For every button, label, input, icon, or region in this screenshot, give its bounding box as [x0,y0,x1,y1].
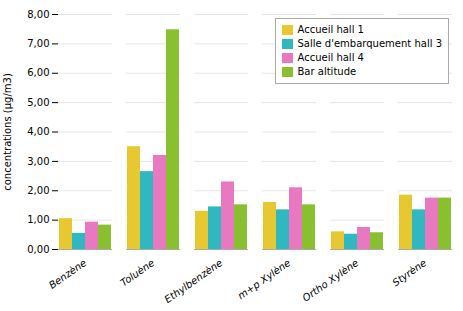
svg-text:1,00: 1,00 [27,214,49,225]
svg-text:concentrations (µg/m3): concentrations (µg/m3) [2,73,13,191]
svg-text:5,00: 5,00 [27,97,49,108]
html-text:Accueil hall 1: Accueil hall 1 [297,24,364,35]
svg-text:Toluène: Toluène [118,257,156,288]
html-text:Salle d'embarquement hall 3: Salle d'embarquement hall 3 [297,38,442,49]
svg-text:Ortho Xylène: Ortho Xylène [300,257,360,304]
svg-text:Benzène: Benzène [47,257,89,291]
svg-text:m+p Xylène: m+p Xylène [236,257,293,301]
svg-text:8,00: 8,00 [27,9,49,20]
html-text:Bar altitude: Bar altitude [297,66,357,77]
svg-text:7,00: 7,00 [27,38,49,49]
svg-text:6,00: 6,00 [27,67,49,78]
svg-text:3,00: 3,00 [27,156,49,167]
html-text:Accueil hall 4: Accueil hall 4 [297,52,364,63]
svg-text:Styrène: Styrène [390,257,428,288]
svg-text:Ethylbenzène: Ethylbenzène [162,257,224,305]
svg-text:2,00: 2,00 [27,185,49,196]
svg-text:0,00: 0,00 [27,244,49,255]
svg-text:4,00: 4,00 [27,126,49,137]
